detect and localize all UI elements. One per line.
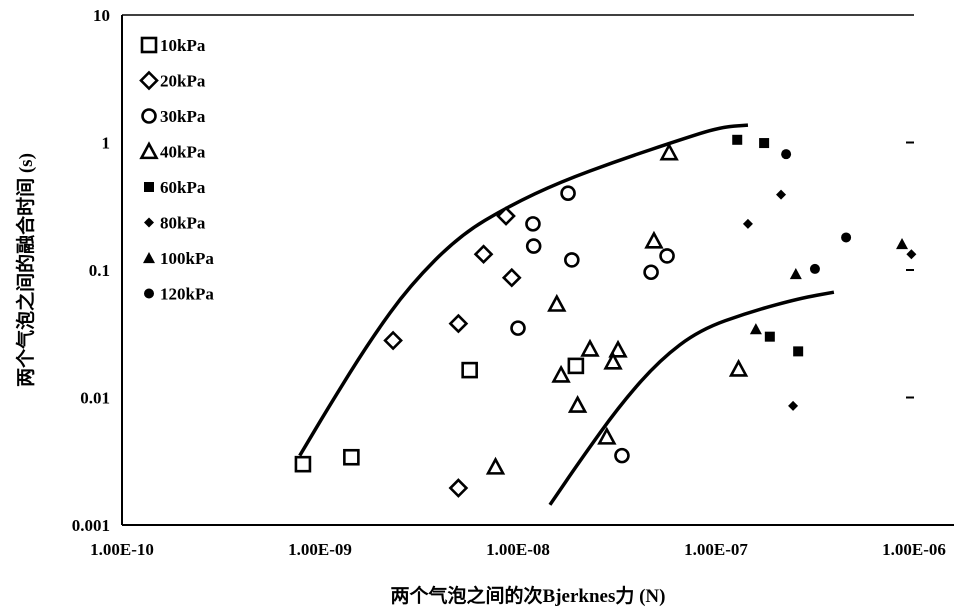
data-point — [343, 448, 360, 466]
x-tick-label: 1.00E-09 — [288, 540, 352, 559]
x-tick-label: 1.00E-08 — [486, 540, 550, 559]
data-point — [567, 357, 585, 375]
y-tick-label: 1 — [102, 134, 111, 153]
y-tick-label: 0.01 — [80, 389, 110, 408]
legend-label: 120kPa — [160, 285, 214, 304]
series-40kPa — [485, 142, 749, 475]
data-point — [793, 346, 804, 357]
legend-label: 100kPa — [160, 249, 214, 268]
legend-marker — [144, 217, 154, 228]
data-point — [896, 237, 909, 250]
data-point — [567, 394, 588, 413]
data-point — [764, 331, 775, 342]
legend-label: 80kPa — [160, 214, 206, 233]
legend: 10kPa 20kPa 30kPa 40kPa 60kPa 80kPa 100kPa 120k… — [139, 36, 214, 304]
legend-marker — [139, 141, 159, 160]
data-point — [742, 218, 753, 229]
data-point — [749, 323, 762, 335]
data-point — [597, 426, 617, 445]
upper-boundary-curve — [298, 123, 749, 457]
data-point — [461, 361, 478, 379]
data-point — [383, 330, 403, 351]
x-axis-label: 两个气泡之间的次Bjerknes力 (N) — [391, 584, 666, 607]
data-point — [759, 138, 770, 149]
data-point — [728, 358, 749, 377]
data-point — [603, 351, 623, 370]
data-point — [659, 142, 679, 161]
legend-marker — [139, 70, 159, 91]
data-point — [659, 248, 675, 264]
data-point — [643, 264, 659, 281]
y-axis-label: 两个气泡之间的融合时间 (s) — [14, 153, 37, 387]
boundary-curves — [298, 123, 835, 506]
data-points — [294, 134, 917, 498]
legend-label: 40kPa — [160, 143, 206, 162]
data-point — [525, 238, 542, 254]
data-point — [776, 189, 787, 200]
data-point — [564, 252, 580, 268]
series-80kPa — [742, 189, 917, 411]
series-30kPa — [510, 185, 675, 464]
data-point — [501, 267, 522, 288]
legend-marker — [141, 108, 157, 124]
x-tick-label: 1.00E-10 — [90, 540, 154, 559]
data-point — [608, 339, 628, 358]
y-tick-labels: 0.001 0.01 0.1 1 10 — [72, 6, 110, 535]
legend-label: 60kPa — [160, 178, 206, 197]
data-point — [841, 232, 852, 243]
data-point — [788, 400, 799, 411]
data-point — [496, 206, 516, 226]
data-point — [448, 313, 469, 334]
data-point — [560, 185, 576, 202]
data-point — [485, 456, 506, 475]
y-tick-label: 10 — [93, 6, 110, 25]
series-20kPa — [383, 206, 522, 498]
data-point — [525, 216, 541, 232]
legend-marker — [144, 182, 154, 192]
y-tick-label: 0.001 — [72, 516, 110, 535]
series-10kPa — [294, 357, 585, 473]
axes — [121, 14, 954, 526]
data-point — [781, 149, 792, 160]
x-tick-label: 1.00E-07 — [684, 540, 748, 559]
data-point — [906, 249, 917, 260]
data-point — [732, 134, 743, 145]
data-point — [551, 364, 571, 383]
data-point — [448, 478, 469, 498]
data-point — [614, 447, 630, 464]
data-point — [809, 263, 820, 274]
data-point — [473, 244, 494, 265]
legend-label: 20kPa — [160, 72, 206, 91]
series-100kPa — [749, 237, 909, 335]
y-tick-label: 0.1 — [89, 261, 110, 280]
legend-marker — [143, 252, 155, 264]
data-point — [789, 268, 802, 280]
series-120kPa — [781, 149, 852, 274]
lower-boundary-curve — [548, 290, 835, 506]
data-point — [644, 230, 664, 249]
legend-label: 30kPa — [160, 107, 206, 126]
data-point — [510, 320, 526, 336]
x-tick-labels: 1.00E-10 1.00E-09 1.00E-08 1.00E-07 1.00E-06 — [90, 540, 946, 559]
legend-marker — [140, 36, 158, 54]
data-point — [294, 455, 312, 473]
data-point — [547, 293, 567, 312]
x-tick-label: 1.00E-06 — [882, 540, 946, 559]
legend-label: 10kPa — [160, 36, 206, 55]
data-point — [580, 338, 600, 357]
legend-marker — [144, 288, 154, 299]
series-60kPa — [732, 134, 804, 357]
